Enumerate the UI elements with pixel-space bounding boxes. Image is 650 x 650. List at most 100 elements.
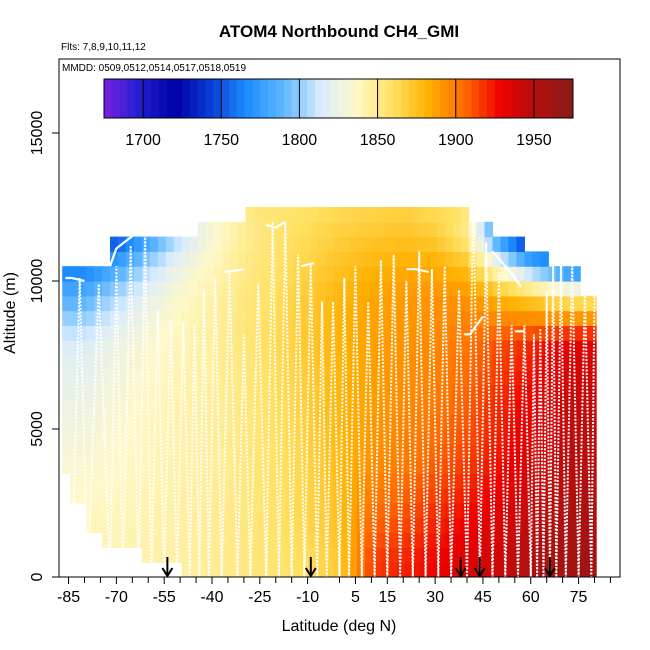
heat-cell bbox=[564, 488, 573, 504]
heat-cell bbox=[404, 281, 414, 297]
heat-cell bbox=[78, 281, 87, 297]
heat-cell bbox=[349, 281, 358, 297]
heat-cell bbox=[133, 295, 143, 312]
heat-cell bbox=[357, 325, 366, 341]
heat-cell bbox=[492, 310, 502, 326]
colorbar-swatch bbox=[166, 79, 175, 118]
heat-cell bbox=[157, 310, 167, 326]
heat-cell bbox=[341, 503, 350, 519]
heat-cell bbox=[141, 236, 151, 252]
heat-cell bbox=[428, 236, 438, 252]
heat-cell bbox=[205, 295, 215, 312]
heat-cell bbox=[460, 355, 470, 371]
heat-cell bbox=[165, 399, 175, 415]
heat-cell bbox=[141, 355, 151, 371]
heat-cell bbox=[580, 340, 589, 356]
heat-cell bbox=[221, 503, 231, 519]
heat-cell bbox=[118, 488, 127, 504]
heat-cell bbox=[149, 310, 159, 326]
heat-cell bbox=[564, 562, 573, 577]
heat-cell bbox=[229, 503, 239, 519]
heat-cell bbox=[468, 325, 478, 341]
heat-cell bbox=[277, 236, 286, 252]
heat-cell bbox=[333, 429, 342, 445]
heat-cell bbox=[293, 488, 302, 504]
heat-cell bbox=[149, 414, 159, 430]
heat-cell bbox=[349, 532, 358, 548]
heat-cell bbox=[301, 369, 310, 386]
heat-cell bbox=[301, 384, 310, 400]
heat-cell bbox=[165, 532, 175, 548]
heat-cell bbox=[452, 207, 462, 223]
heat-cell bbox=[484, 310, 494, 326]
heat-cell bbox=[317, 266, 326, 282]
heat-cell bbox=[556, 384, 565, 400]
heat-cell bbox=[181, 295, 191, 312]
heat-cell bbox=[110, 503, 119, 519]
colorbar-swatch bbox=[252, 79, 261, 118]
heat-cell bbox=[309, 517, 318, 534]
heat-cell bbox=[261, 281, 270, 297]
heat-cell bbox=[245, 443, 255, 460]
heat-cell bbox=[341, 562, 350, 577]
heat-cell bbox=[333, 384, 342, 400]
heat-cell bbox=[396, 221, 406, 238]
heat-cell bbox=[197, 281, 207, 297]
heat-cell bbox=[293, 325, 302, 341]
heat-cell bbox=[492, 517, 502, 534]
arrow-marker bbox=[304, 557, 317, 578]
heat-cell bbox=[261, 207, 270, 223]
heat-cell bbox=[333, 399, 342, 415]
heat-cell bbox=[548, 399, 557, 415]
heat-cell bbox=[165, 251, 175, 267]
heat-cell bbox=[333, 310, 342, 326]
heat-cell bbox=[532, 251, 541, 267]
heat-cell bbox=[301, 443, 310, 460]
heat-cell bbox=[293, 414, 302, 430]
heat-cell bbox=[86, 355, 95, 371]
colorbar-swatch bbox=[174, 79, 183, 118]
heat-cell bbox=[253, 384, 262, 400]
heat-cell bbox=[86, 414, 95, 430]
colorbar-swatch bbox=[221, 79, 230, 118]
heat-cell bbox=[237, 251, 247, 267]
heat-cell bbox=[388, 443, 398, 460]
profile-path bbox=[70, 195, 596, 577]
heat-cell bbox=[245, 414, 255, 430]
heat-cell bbox=[380, 281, 390, 297]
heat-cell bbox=[245, 281, 255, 297]
heat-cell bbox=[508, 517, 517, 534]
heat-cell bbox=[70, 340, 79, 356]
heat-cell bbox=[380, 532, 390, 548]
heat-cell bbox=[380, 399, 390, 415]
heat-cell bbox=[388, 429, 398, 445]
heat-cell bbox=[309, 355, 318, 371]
heat-cell bbox=[253, 369, 262, 386]
heat-cell bbox=[62, 399, 71, 415]
heat-cell bbox=[436, 251, 446, 267]
heat-cell bbox=[420, 532, 430, 548]
heat-cell bbox=[420, 281, 430, 297]
heat-cell bbox=[173, 399, 183, 415]
heat-cell bbox=[580, 443, 589, 460]
heat-cell bbox=[444, 207, 454, 223]
heat-cell bbox=[325, 503, 334, 519]
heat-cell bbox=[86, 384, 95, 400]
heat-cell bbox=[181, 503, 191, 519]
heat-cell bbox=[125, 251, 135, 267]
heat-cell bbox=[325, 281, 334, 297]
heat-cell bbox=[205, 251, 215, 267]
heat-cell bbox=[476, 503, 486, 519]
heat-cell bbox=[317, 488, 326, 504]
heat-cell bbox=[70, 458, 79, 474]
heat-cell bbox=[189, 251, 199, 267]
heat-cell bbox=[237, 562, 247, 577]
heat-cell bbox=[373, 369, 382, 386]
heat-cell bbox=[357, 443, 366, 460]
heat-cell bbox=[436, 488, 446, 504]
arrow-markers bbox=[161, 557, 556, 578]
heat-cell bbox=[580, 325, 589, 341]
heat-cell bbox=[94, 517, 103, 534]
heat-cell bbox=[420, 458, 430, 474]
heat-cell bbox=[460, 266, 470, 282]
